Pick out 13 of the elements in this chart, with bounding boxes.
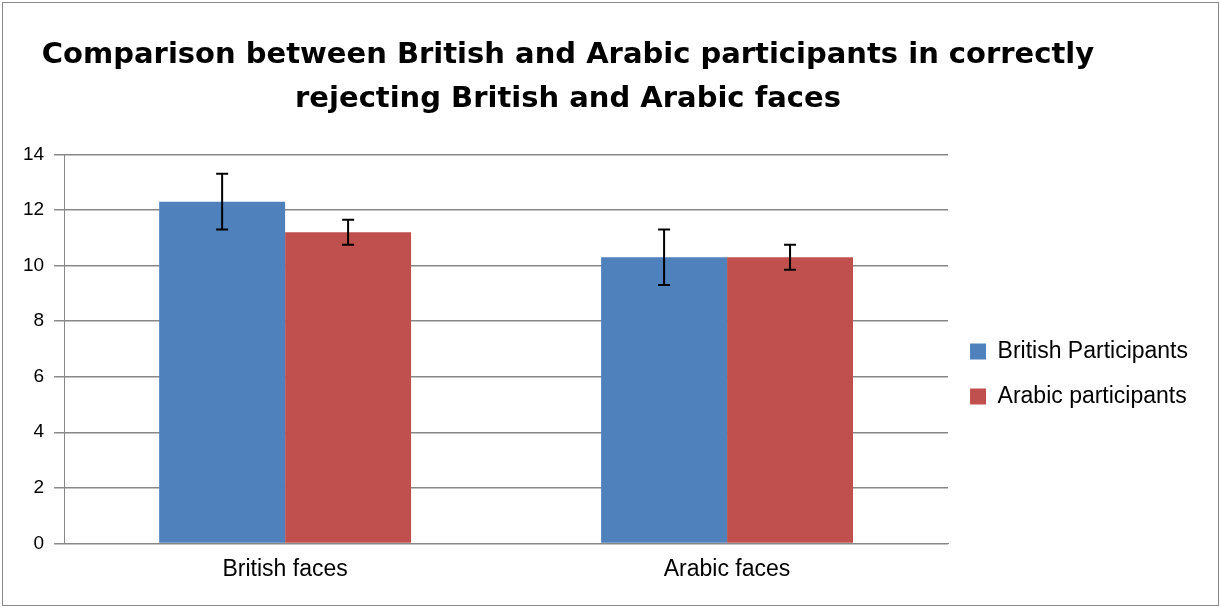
chart-title: Comparison between British and Arabic participants in correctly rejecting British and Arabic faces xyxy=(40,35,1096,116)
legend-label: British Participants xyxy=(997,336,1189,363)
x-tick-label: British faces xyxy=(222,554,348,581)
y-tick-label: 0 xyxy=(33,531,45,553)
y-tick-label: 10 xyxy=(22,253,45,275)
y-tick-label: 8 xyxy=(33,309,45,331)
y-tick-label: 12 xyxy=(22,198,45,220)
y-tick-label: 14 xyxy=(22,142,45,164)
y-tick-label: 6 xyxy=(33,364,45,386)
y-tick-label: 2 xyxy=(33,476,45,498)
legend-label: Arabic participants xyxy=(997,381,1187,408)
x-tick-label: Arabic faces xyxy=(663,554,791,581)
y-tick-label: 4 xyxy=(33,420,45,442)
